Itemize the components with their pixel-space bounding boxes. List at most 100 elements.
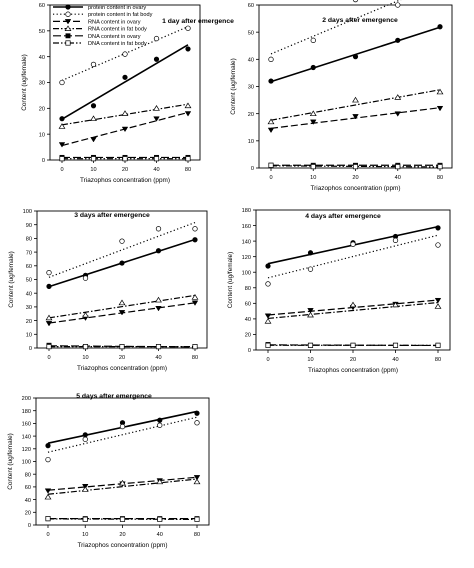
data-point bbox=[122, 156, 128, 162]
x-tick-label: 80 bbox=[437, 175, 443, 181]
series-dna-content-in-fat-body bbox=[268, 162, 443, 170]
data-point bbox=[310, 64, 316, 71]
y-tick-label: 50 bbox=[39, 29, 45, 35]
data-point bbox=[265, 342, 271, 348]
data-point bbox=[434, 303, 442, 309]
y-tick-label: 180 bbox=[22, 409, 31, 415]
series-protein-content-in-fat-body bbox=[59, 25, 191, 86]
legend-marker bbox=[64, 25, 72, 31]
data-point bbox=[118, 299, 126, 306]
series-line bbox=[47, 518, 198, 521]
legend-marker bbox=[65, 33, 71, 39]
legend-marker bbox=[65, 40, 71, 46]
data-point bbox=[193, 478, 201, 485]
data-point bbox=[157, 417, 163, 423]
data-point bbox=[437, 24, 443, 30]
x-tick-label: 20 bbox=[122, 167, 128, 173]
data-point bbox=[46, 283, 52, 289]
y-tick-label: 30 bbox=[248, 85, 254, 91]
y-tick-label: 60 bbox=[245, 302, 251, 308]
y-axis-label: Content (ug/female) bbox=[7, 433, 14, 489]
data-point bbox=[310, 164, 316, 170]
data-point bbox=[185, 25, 191, 31]
series-line bbox=[270, 0, 402, 55]
data-point bbox=[435, 342, 441, 348]
series-protein-content-in-fat-body bbox=[45, 416, 200, 463]
data-point bbox=[155, 248, 162, 254]
y-tick-label: 20 bbox=[245, 333, 251, 339]
data-point bbox=[264, 317, 272, 324]
y-tick-label: 80 bbox=[25, 472, 31, 478]
series-dna-content-in-fat-body bbox=[265, 342, 441, 348]
y-tick-label: 160 bbox=[242, 224, 251, 230]
legend-label: RNA content in fat body bbox=[88, 27, 147, 33]
data-point bbox=[436, 105, 444, 112]
data-point bbox=[82, 344, 89, 350]
data-point bbox=[45, 516, 51, 522]
x-axis-label: Triazophos concentration (ppm) bbox=[78, 542, 168, 549]
x-tick-label: 0 bbox=[269, 175, 272, 181]
data-point bbox=[46, 344, 52, 350]
x-tick-label: 10 bbox=[82, 532, 88, 538]
series-dna-content-in-fat-body bbox=[45, 516, 200, 522]
y-tick-label: 20 bbox=[26, 319, 32, 325]
legend-label: protein content in fat body bbox=[88, 12, 153, 18]
data-point bbox=[352, 164, 359, 170]
data-point bbox=[191, 294, 199, 300]
y-tick-label: 0 bbox=[28, 523, 31, 529]
y-tick-label: 90 bbox=[26, 223, 32, 229]
data-point bbox=[194, 420, 200, 426]
data-point bbox=[82, 516, 88, 522]
y-tick-label: 40 bbox=[25, 498, 31, 504]
data-point bbox=[350, 342, 356, 348]
data-point bbox=[307, 266, 314, 272]
series-rna-content-in-ovary bbox=[58, 111, 192, 148]
data-point bbox=[82, 275, 89, 281]
x-tick-label: 80 bbox=[435, 357, 441, 363]
data-point bbox=[45, 456, 51, 463]
data-point bbox=[156, 478, 164, 485]
series-line bbox=[267, 234, 439, 279]
y-tick-label: 10 bbox=[39, 132, 45, 138]
data-point bbox=[45, 443, 51, 449]
plot-frame bbox=[258, 4, 453, 169]
y-tick-label: 0 bbox=[42, 158, 45, 164]
data-point bbox=[264, 313, 272, 319]
data-point bbox=[119, 423, 126, 430]
y-tick-label: 120 bbox=[22, 447, 31, 453]
y-tick-label: 70 bbox=[26, 250, 32, 256]
y-tick-label: 160 bbox=[22, 422, 31, 428]
y-tick-label: 50 bbox=[248, 30, 254, 36]
series-protein-content-in-fat-body bbox=[46, 221, 198, 281]
data-point bbox=[118, 310, 126, 316]
x-tick-label: 0 bbox=[46, 532, 49, 538]
data-point bbox=[437, 164, 443, 170]
legend-label: DNA content in fat body bbox=[88, 41, 147, 47]
data-point bbox=[352, 54, 359, 60]
data-point bbox=[46, 270, 52, 276]
data-point bbox=[153, 35, 160, 42]
y-tick-label: 80 bbox=[26, 237, 32, 243]
data-point bbox=[191, 300, 199, 306]
y-tick-label: 60 bbox=[39, 3, 45, 9]
plot-frame bbox=[35, 397, 210, 526]
data-point bbox=[265, 263, 271, 269]
x-tick-label: 20 bbox=[350, 357, 356, 363]
data-point bbox=[310, 119, 317, 125]
data-point bbox=[395, 164, 401, 170]
series-protein-content-in-fat-body bbox=[268, 0, 402, 62]
data-point bbox=[122, 51, 128, 57]
y-tick-label: 120 bbox=[242, 255, 251, 261]
series-line bbox=[48, 221, 196, 278]
data-point bbox=[185, 156, 191, 162]
data-point bbox=[309, 110, 317, 117]
y-tick-label: 0 bbox=[248, 348, 251, 354]
data-point bbox=[59, 79, 65, 86]
series-rna-content-in-ovary bbox=[264, 297, 442, 319]
x-tick-label: 10 bbox=[307, 357, 313, 363]
x-tick-label: 80 bbox=[192, 355, 198, 361]
series-protein-content-in-ovary bbox=[265, 225, 441, 269]
data-point bbox=[392, 342, 399, 348]
